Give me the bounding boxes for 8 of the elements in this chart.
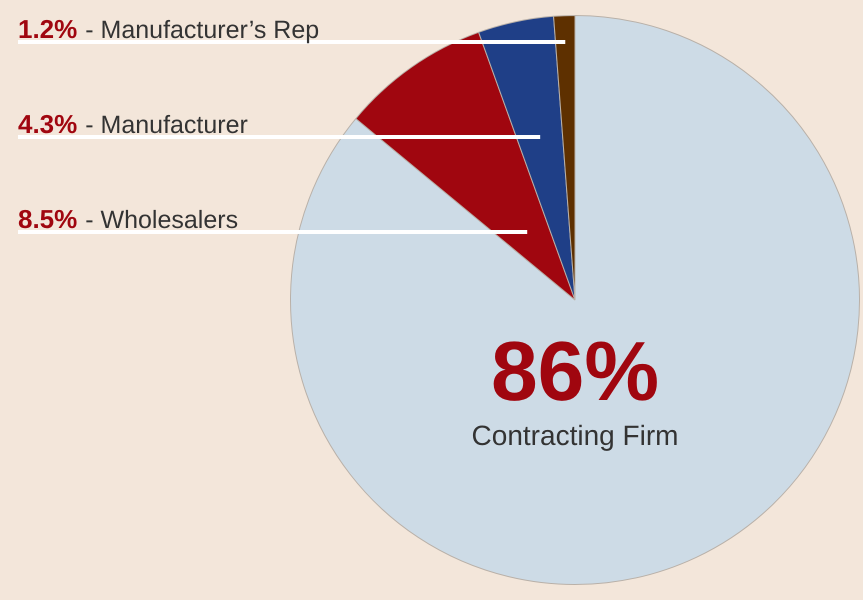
data-label: 8.5%	[18, 204, 78, 234]
slice-label: - Wholesalers	[85, 206, 238, 234]
data-label: 86%	[490, 324, 660, 418]
data-label: 4.3%	[18, 109, 78, 139]
slice-label: - Manufacturer’s Rep	[85, 16, 320, 44]
slice-label: - Manufacturer	[85, 111, 248, 139]
data-label: 1.2%	[18, 14, 78, 44]
slice-label: Contracting Firm	[472, 420, 678, 451]
